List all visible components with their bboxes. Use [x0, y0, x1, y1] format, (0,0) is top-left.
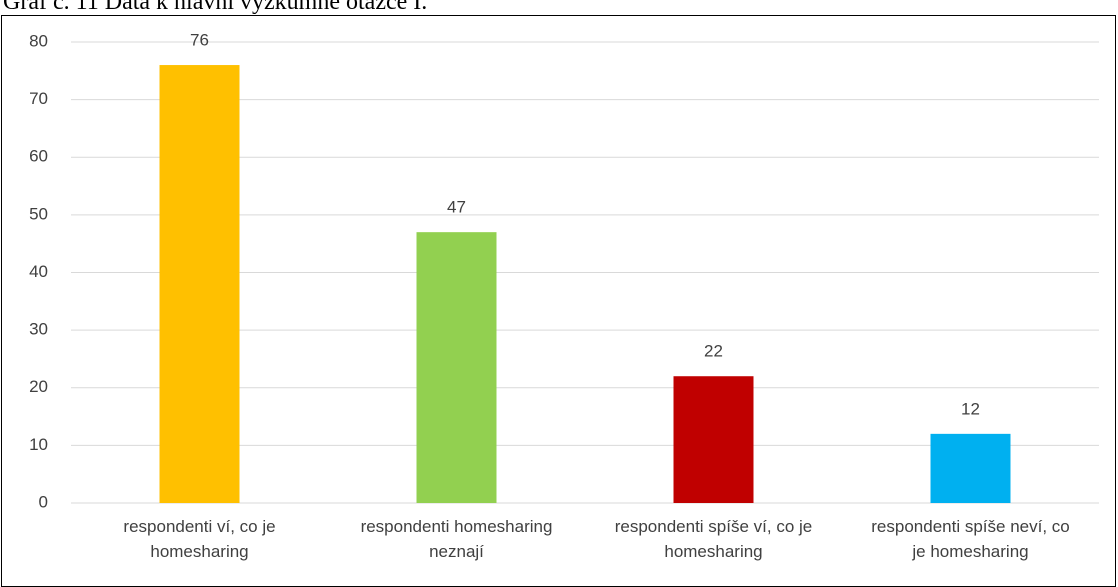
- y-tick-label: 10: [29, 435, 48, 454]
- y-tick-label: 80: [29, 31, 48, 50]
- bar: [159, 65, 240, 504]
- y-tick-label: 20: [29, 377, 48, 396]
- x-tick-label: respondenti spíše ví, co je homesharing: [614, 517, 813, 561]
- x-tick-label: respondenti homesharing neznají: [360, 517, 553, 561]
- bar: [930, 433, 1011, 503]
- y-tick-label: 70: [29, 89, 48, 108]
- y-tick-label: 40: [29, 262, 48, 281]
- bar: [416, 232, 497, 503]
- data-label: 76: [190, 31, 209, 50]
- y-tick-label: 60: [29, 147, 48, 166]
- x-tick-label: respondenti spíše neví, co je homesharin…: [871, 517, 1070, 561]
- y-tick-label: 0: [39, 492, 48, 511]
- data-label: 47: [447, 198, 466, 217]
- y-tick-label: 30: [29, 320, 48, 339]
- x-tick-label: respondenti ví, co je homesharing: [123, 517, 276, 561]
- chart-title: Graf č. 11 Data k hlavní výzkumné otázce…: [3, 0, 428, 15]
- y-tick-label: 50: [29, 204, 48, 223]
- data-label: 22: [704, 342, 723, 361]
- data-label: 12: [961, 399, 980, 418]
- bar: [673, 376, 754, 503]
